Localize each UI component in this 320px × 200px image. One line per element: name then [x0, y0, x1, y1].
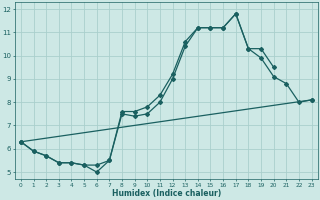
- X-axis label: Humidex (Indice chaleur): Humidex (Indice chaleur): [112, 189, 221, 198]
